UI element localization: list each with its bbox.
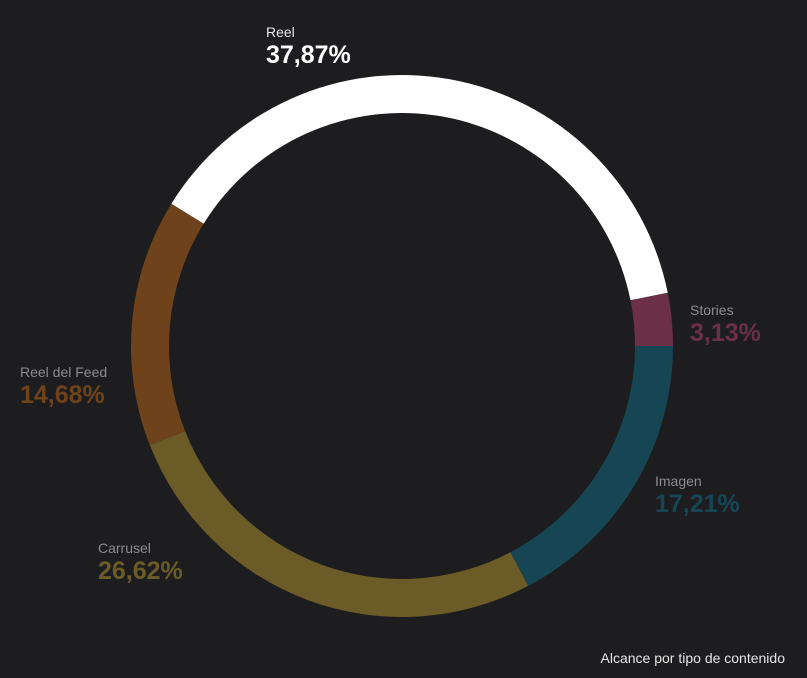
slice-carrusel [149, 431, 529, 617]
slice-name: Reel [266, 24, 295, 40]
label-reel: Reel 37,87% [266, 25, 351, 68]
slice-value: 17,21% [655, 490, 740, 518]
slice-value: 37,87% [266, 41, 351, 69]
label-imagen: Imagen 17,21% [655, 474, 740, 517]
slice-name: Carrusel [98, 540, 151, 556]
slice-value: 14,68% [20, 381, 105, 409]
slice-stories [630, 292, 673, 346]
slice-name: Reel del Feed [20, 364, 108, 380]
label-stories: Stories 3,13% [690, 303, 761, 346]
label-carrusel: Carrusel 26,62% [98, 541, 183, 584]
chart-caption: Alcance por tipo de contenido [600, 650, 785, 666]
slice-value: 3,13% [690, 319, 761, 347]
slice-value: 26,62% [98, 557, 183, 585]
slice-name: Stories [690, 302, 734, 318]
slice-reel-del-feed [131, 203, 204, 446]
slice-reel [171, 74, 668, 301]
label-reel-del-feed: Reel del Feed 14,68% [20, 365, 107, 408]
slice-name: Imagen [655, 473, 702, 489]
slice-imagen [510, 346, 673, 586]
